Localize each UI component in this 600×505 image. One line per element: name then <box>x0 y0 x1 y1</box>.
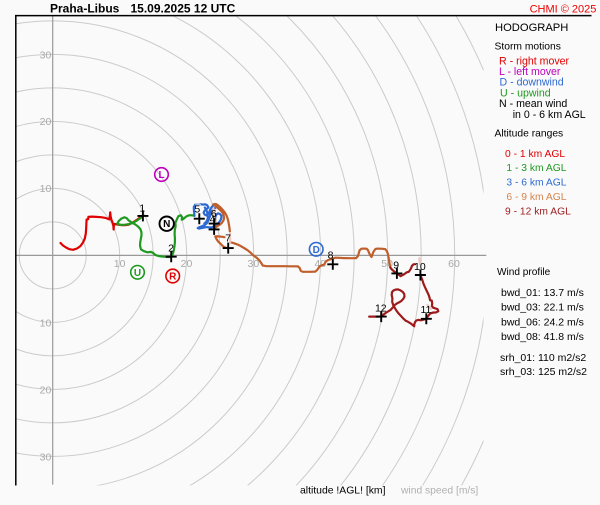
svg-text:altitude !AGL! [km]: altitude !AGL! [km] <box>300 486 386 497</box>
svg-text:1 - 3 km AGL: 1 - 3 km AGL <box>506 163 566 174</box>
svg-text:10: 10 <box>414 261 426 273</box>
svg-text:20: 20 <box>40 116 52 128</box>
svg-text:11: 11 <box>420 304 431 316</box>
svg-text:30: 30 <box>40 49 52 61</box>
svg-text:U - upwind: U - upwind <box>500 87 551 99</box>
svg-text:15.09.2025 12 UTC: 15.09.2025 12 UTC <box>131 1 236 15</box>
svg-text:HODOGRAPH: HODOGRAPH <box>495 22 568 34</box>
svg-text:Wind profile: Wind profile <box>497 267 551 278</box>
svg-text:wind speed [m/s]: wind speed [m/s] <box>400 486 478 497</box>
svg-text:D - downwind: D - downwind <box>500 77 564 89</box>
svg-text:U: U <box>134 268 141 279</box>
svg-text:D: D <box>313 245 320 256</box>
svg-text:50: 50 <box>381 258 393 270</box>
svg-text:30: 30 <box>248 258 260 270</box>
svg-text:Altitude ranges: Altitude ranges <box>495 129 564 140</box>
svg-text:bwd_03: 22.1 m/s: bwd_03: 22.1 m/s <box>501 302 584 314</box>
svg-text:6: 6 <box>211 208 217 220</box>
svg-text:1: 1 <box>139 202 145 214</box>
svg-text:bwd_08: 41.8 m/s: bwd_08: 41.8 m/s <box>501 331 584 343</box>
svg-text:9: 9 <box>393 259 399 271</box>
svg-text:0 - 1 km AGL: 0 - 1 km AGL <box>505 149 565 160</box>
svg-text:L: L <box>158 170 164 181</box>
svg-text:20: 20 <box>181 258 193 270</box>
svg-text:srh_01: 110 m2/s2: srh_01: 110 m2/s2 <box>500 352 586 364</box>
svg-text:N: N <box>163 219 170 230</box>
svg-text:R - right mover: R - right mover <box>499 55 570 67</box>
svg-text:10: 10 <box>40 318 52 330</box>
svg-text:bwd_06: 24.2 m/s: bwd_06: 24.2 m/s <box>501 316 584 328</box>
svg-text:bwd_01: 13.7 m/s: bwd_01: 13.7 m/s <box>501 287 584 299</box>
svg-text:Praha-Libus: Praha-Libus <box>50 1 120 15</box>
svg-text:10: 10 <box>40 183 52 195</box>
svg-text:in 0 - 6 km AGL: in 0 - 6 km AGL <box>513 109 586 121</box>
svg-text:R: R <box>169 272 177 283</box>
svg-text:60: 60 <box>448 258 460 270</box>
svg-text:3 - 6 km AGL: 3 - 6 km AGL <box>506 178 566 189</box>
svg-text:2: 2 <box>168 243 174 255</box>
svg-text:N - mean wind: N - mean wind <box>499 98 567 110</box>
svg-text:10: 10 <box>114 258 126 270</box>
svg-text:12: 12 <box>375 302 387 314</box>
svg-text:8: 8 <box>328 250 334 262</box>
svg-text:7: 7 <box>225 233 231 245</box>
svg-text:20: 20 <box>40 385 52 397</box>
svg-text:Storm motions: Storm motions <box>495 42 561 53</box>
svg-text:4: 4 <box>210 214 216 226</box>
svg-text:L - left mover: L - left mover <box>499 66 561 78</box>
svg-text:srh_03: 125 m2/s2: srh_03: 125 m2/s2 <box>500 366 587 378</box>
svg-text:30: 30 <box>40 452 52 464</box>
svg-text:40: 40 <box>314 258 326 270</box>
svg-text:6 - 9 km AGL: 6 - 9 km AGL <box>506 192 566 203</box>
svg-text:9 - 12 km AGL: 9 - 12 km AGL <box>505 206 571 217</box>
svg-text:5: 5 <box>194 204 200 216</box>
svg-text:CHMI © 2025: CHMI © 2025 <box>530 3 597 15</box>
